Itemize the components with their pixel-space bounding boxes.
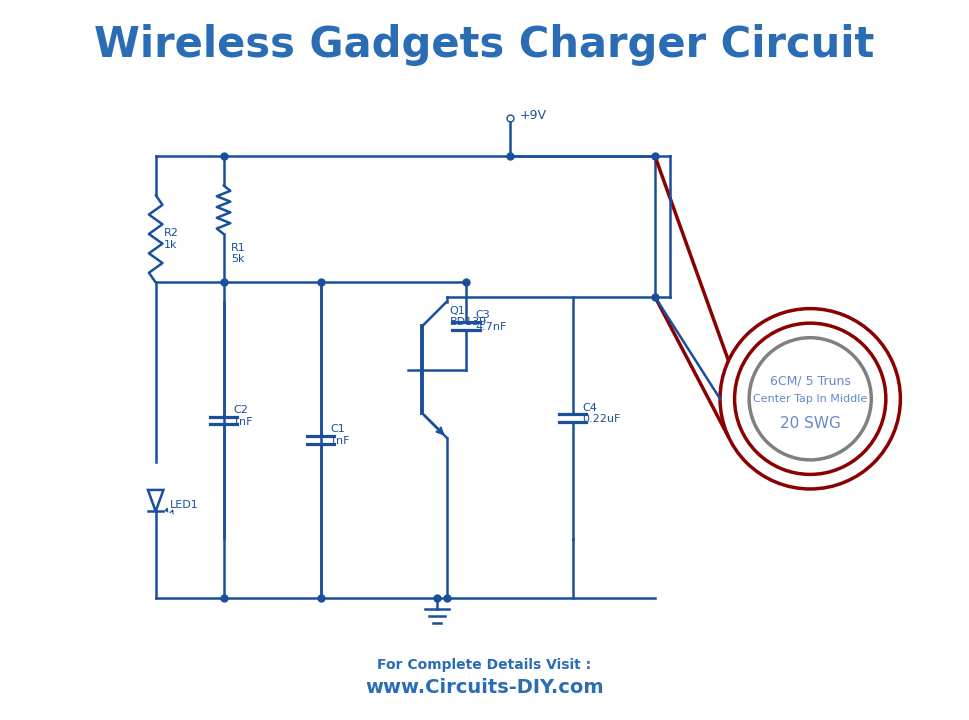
Text: www.Circuits-DIY.com: www.Circuits-DIY.com <box>365 678 604 697</box>
Text: For Complete Details Visit :: For Complete Details Visit : <box>377 659 591 672</box>
Text: Center Tap In Middle: Center Tap In Middle <box>753 394 867 404</box>
Text: R1
5k: R1 5k <box>232 243 246 264</box>
Text: Wireless Gadgets Charger Circuit: Wireless Gadgets Charger Circuit <box>94 24 875 66</box>
Text: Q1
BD139: Q1 BD139 <box>450 305 486 327</box>
Text: +9V: +9V <box>519 109 547 122</box>
Text: 20 SWG: 20 SWG <box>780 415 841 431</box>
Text: C2
1nF: C2 1nF <box>234 405 254 426</box>
Text: C3
4.7nF: C3 4.7nF <box>476 310 507 332</box>
Text: C4
0.22uF: C4 0.22uF <box>582 402 621 424</box>
Text: C1
1nF: C1 1nF <box>330 424 351 446</box>
Text: LED1: LED1 <box>171 500 199 510</box>
Text: 6CM/ 5 Truns: 6CM/ 5 Truns <box>769 375 851 388</box>
Text: R2
1k: R2 1k <box>164 228 178 250</box>
